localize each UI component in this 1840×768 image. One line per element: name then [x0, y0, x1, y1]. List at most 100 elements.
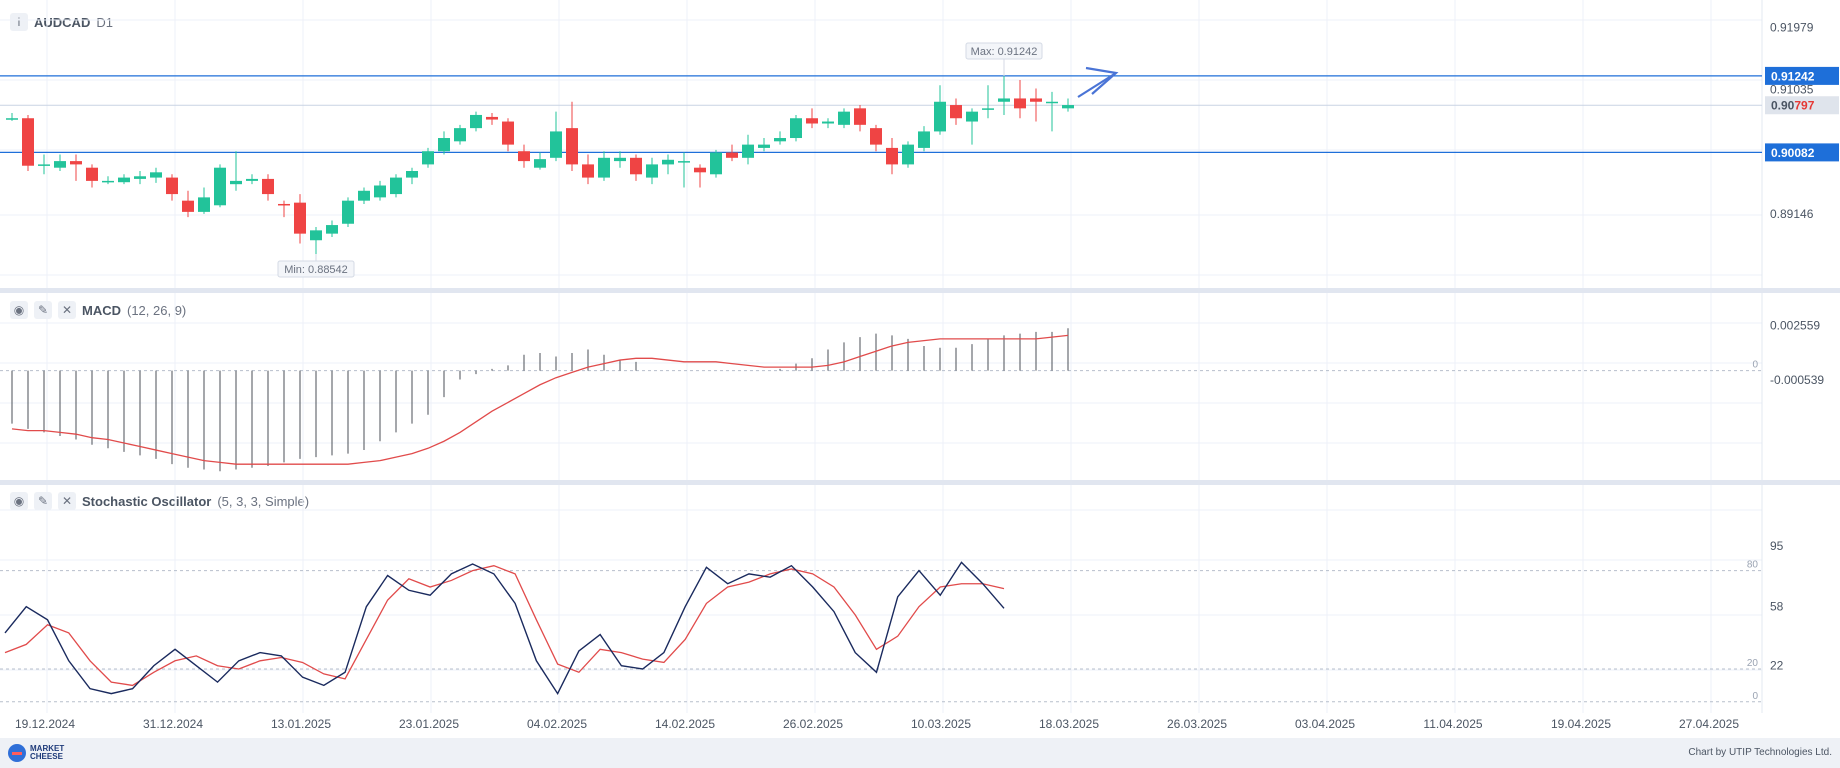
- candle-down: [886, 147, 898, 165]
- candle-up: [678, 161, 690, 163]
- stochastic-tick-label: 95: [1770, 539, 1784, 553]
- candle-up: [534, 159, 546, 168]
- close-icon[interactable]: ✕: [58, 301, 76, 319]
- time-axis-label: 13.01.2025: [271, 717, 331, 731]
- candle-up: [742, 144, 754, 158]
- candle-up: [1062, 105, 1074, 109]
- candle-up: [454, 128, 466, 142]
- candle-up: [438, 138, 450, 152]
- candle-up: [598, 157, 610, 178]
- macd-tick-label: -0.000539: [1770, 373, 1824, 387]
- candle-down: [166, 177, 178, 195]
- candle-down: [70, 161, 82, 165]
- candle-down: [806, 118, 818, 124]
- stochastic-d-line: [4, 565, 1005, 687]
- max-annotation-label: Max: 0.91242: [971, 46, 1038, 58]
- price-tick-label: 0.91035: [1770, 83, 1814, 97]
- candle-up: [422, 151, 434, 165]
- candle-up: [614, 157, 626, 162]
- candle-down: [86, 167, 98, 181]
- candle-down: [630, 157, 642, 175]
- stochastic-level-label: 0: [1752, 691, 1758, 702]
- candle-up: [150, 172, 162, 178]
- pane-separator-2[interactable]: [0, 480, 1840, 485]
- candle-up: [102, 180, 114, 183]
- candle-up: [310, 230, 322, 241]
- candle-down: [1030, 98, 1042, 102]
- eye-icon[interactable]: ◉: [10, 301, 28, 319]
- candle-up: [6, 118, 18, 120]
- stochastic-level-label: 20: [1747, 658, 1759, 669]
- candle-down: [870, 128, 882, 145]
- stochastic-level-label: 80: [1747, 560, 1759, 571]
- macd-zero-label: 0: [1752, 360, 1758, 371]
- time-axis-label: 19.04.2025: [1551, 717, 1611, 731]
- level-price-label: 0.91242: [1771, 69, 1815, 83]
- eye-icon[interactable]: ◉: [10, 492, 28, 510]
- logo-text: MARKET CHEESE: [30, 744, 65, 761]
- time-axis-label: 10.03.2025: [911, 717, 971, 731]
- candle-up: [230, 180, 242, 185]
- time-axis-label: 19.12.2024: [15, 717, 75, 731]
- market-cheese-logo[interactable]: MARKET CHEESE: [8, 744, 64, 762]
- candle-down: [582, 164, 594, 178]
- info-icon[interactable]: i: [10, 13, 28, 31]
- candle-down: [694, 167, 706, 173]
- forecast-arrow-head: [1085, 66, 1119, 95]
- timeframe-label[interactable]: D1: [96, 14, 113, 30]
- stochastic-k-line: [4, 561, 1005, 696]
- candle-up: [54, 161, 66, 168]
- candle-up: [998, 98, 1010, 102]
- logo-mark-icon: [8, 744, 26, 762]
- macd-params: (12, 26, 9): [127, 302, 187, 318]
- candle-down: [566, 128, 578, 165]
- time-axis-label: 31.12.2024: [143, 717, 203, 731]
- close-icon[interactable]: ✕: [58, 492, 76, 510]
- current-price-label: 0.90797: [1771, 99, 1815, 113]
- stochastic-tick-label: 22: [1770, 659, 1784, 673]
- candle-up: [326, 225, 338, 234]
- chart-credit: Chart by UTIP Technologies Ltd.: [1688, 747, 1832, 758]
- time-axis-label: 26.02.2025: [783, 717, 843, 731]
- time-axis-label: 11.04.2025: [1423, 717, 1482, 731]
- time-axis-label: 27.04.2025: [1679, 717, 1739, 731]
- footer-bar: MARKET CHEESE Chart by UTIP Technologies…: [0, 738, 1840, 768]
- candle-up: [838, 111, 850, 125]
- stochastic-chart[interactable]: 80 20 0 95 58 22 19.12.2024 31.12.2024 13.01.202…: [0, 485, 1840, 738]
- candle-down: [950, 105, 962, 119]
- time-axis-label: 04.02.2025: [527, 717, 587, 731]
- candle-down: [22, 118, 34, 166]
- candle-up: [774, 138, 786, 142]
- stochastic-params: (5, 3, 3, Simple): [217, 493, 310, 509]
- min-annotation-label: Min: 0.88542: [284, 264, 348, 276]
- pane-separator-1[interactable]: [0, 288, 1840, 293]
- stochastic-name: Stochastic Oscillator: [82, 493, 212, 509]
- stochastic-tick-label: 58: [1770, 600, 1784, 614]
- candle-down: [726, 152, 738, 158]
- level-price-badge: [1765, 66, 1839, 85]
- macd-chart[interactable]: 0 0.002559 -0.000539: [0, 293, 1840, 480]
- candle-down: [278, 203, 290, 206]
- candle-up: [902, 144, 914, 165]
- current-price-badge: [1765, 96, 1839, 115]
- macd-tick-label: 0.002559: [1770, 318, 1820, 332]
- candle-up: [38, 164, 50, 166]
- candle-up: [790, 118, 802, 139]
- candle-down: [518, 151, 530, 162]
- candle-down: [262, 178, 274, 195]
- candle-up: [1046, 101, 1058, 104]
- candle-down: [854, 108, 866, 125]
- candle-up: [118, 177, 130, 183]
- min-annotation-box: [277, 260, 355, 278]
- candle-up: [134, 176, 146, 179]
- candle-up: [918, 131, 930, 148]
- candle-up: [214, 167, 226, 206]
- candle-up: [374, 185, 386, 198]
- main-price-chart[interactable]: 0.91979 0.91035 0.89146 0.91242 0.90082 0.907…: [0, 0, 1840, 288]
- candle-down: [1014, 98, 1026, 109]
- main-chart-header: i AUDCAD D1: [10, 11, 113, 33]
- time-axis-label: 23.01.2025: [399, 717, 459, 731]
- price-tick-label: 0.89146: [1770, 207, 1814, 221]
- candle-up: [934, 101, 946, 132]
